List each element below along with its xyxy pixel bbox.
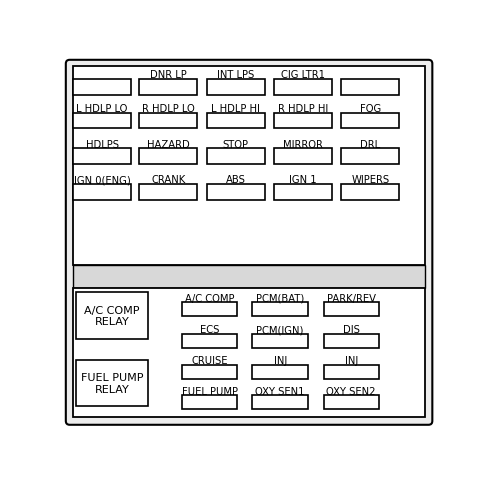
Text: HDLPS: HDLPS	[86, 139, 119, 149]
Bar	[207, 185, 264, 201]
Bar	[341, 114, 399, 129]
Text: INT LPS: INT LPS	[217, 70, 254, 80]
Bar	[341, 80, 399, 96]
Text: IGN 0(ENG): IGN 0(ENG)	[74, 175, 130, 185]
Bar	[182, 334, 238, 348]
Text: FUEL PUMP: FUEL PUMP	[182, 386, 238, 396]
Text: WIPERS: WIPERS	[351, 175, 389, 185]
Text: DRL: DRL	[360, 139, 381, 149]
Bar	[324, 396, 379, 409]
FancyBboxPatch shape	[73, 265, 425, 288]
Bar	[139, 114, 197, 129]
Text: OXY SEN2: OXY SEN2	[327, 386, 376, 396]
Text: A/C COMP: A/C COMP	[185, 293, 235, 303]
Bar	[207, 80, 264, 96]
Bar	[76, 360, 148, 407]
Bar	[73, 80, 131, 96]
Text: MIRROR: MIRROR	[283, 139, 323, 149]
Bar	[252, 334, 308, 348]
Text: ECS: ECS	[200, 324, 220, 335]
Bar	[139, 149, 197, 165]
Bar	[324, 334, 379, 348]
Text: FOG: FOG	[360, 104, 381, 114]
Bar	[274, 185, 332, 201]
Bar	[73, 114, 131, 129]
Bar	[274, 114, 332, 129]
Bar	[324, 365, 379, 379]
Text: FUEL PUMP
RELAY: FUEL PUMP RELAY	[81, 372, 143, 394]
Text: IGN 1: IGN 1	[289, 175, 317, 185]
Bar	[139, 185, 197, 201]
Text: CIG LTR1: CIG LTR1	[281, 70, 325, 80]
Text: L HDLP LO: L HDLP LO	[76, 104, 128, 114]
Bar	[207, 149, 264, 165]
Text: PARK/REV: PARK/REV	[327, 293, 376, 303]
Text: ABS: ABS	[226, 175, 245, 185]
Text: CRUISE: CRUISE	[191, 355, 228, 365]
Bar	[274, 80, 332, 96]
Bar	[252, 365, 308, 379]
Text: CRANK: CRANK	[151, 175, 185, 185]
Bar	[73, 185, 131, 201]
Bar	[341, 185, 399, 201]
Text: R HDLP LO: R HDLP LO	[142, 104, 194, 114]
Text: STOP: STOP	[223, 139, 249, 149]
Bar	[274, 149, 332, 165]
FancyBboxPatch shape	[73, 288, 425, 417]
FancyBboxPatch shape	[73, 67, 425, 265]
Text: R HDLP HI: R HDLP HI	[278, 104, 328, 114]
Bar	[182, 302, 238, 317]
Bar	[252, 302, 308, 317]
Text: PCM(IGN): PCM(IGN)	[257, 324, 304, 335]
Text: DIS: DIS	[343, 324, 360, 335]
Bar	[73, 149, 131, 165]
Bar	[252, 396, 308, 409]
Text: INJ: INJ	[274, 355, 287, 365]
FancyBboxPatch shape	[66, 60, 433, 425]
Bar	[182, 396, 238, 409]
Bar	[341, 149, 399, 165]
Text: HAZARD: HAZARD	[147, 139, 190, 149]
Text: PCM(BAT): PCM(BAT)	[256, 293, 304, 303]
Bar	[207, 114, 264, 129]
Bar	[139, 80, 197, 96]
Text: L HDLP HI: L HDLP HI	[211, 104, 260, 114]
Text: DNR LP: DNR LP	[150, 70, 187, 80]
Text: A/C COMP
RELAY: A/C COMP RELAY	[84, 305, 140, 326]
Text: INJ: INJ	[345, 355, 358, 365]
Bar	[324, 302, 379, 317]
Text: OXY SEN1: OXY SEN1	[255, 386, 305, 396]
Bar	[76, 293, 148, 339]
Bar	[182, 365, 238, 379]
